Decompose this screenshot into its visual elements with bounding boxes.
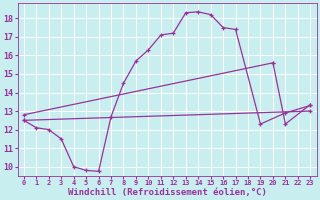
X-axis label: Windchill (Refroidissement éolien,°C): Windchill (Refroidissement éolien,°C) (68, 188, 267, 197)
